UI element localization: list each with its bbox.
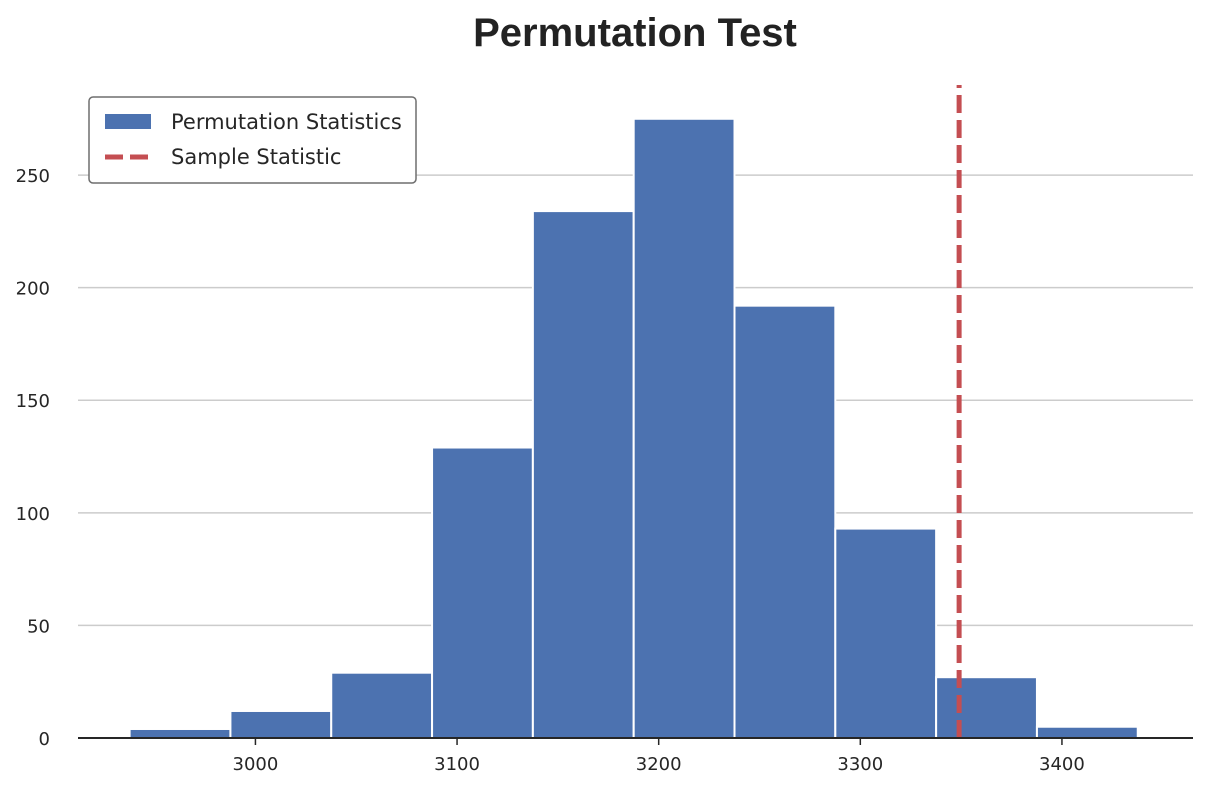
- histogram-bar: [128, 727, 232, 739]
- x-tick-label: 3200: [636, 754, 682, 775]
- x-tick-label: 3100: [434, 754, 480, 775]
- histogram-bar: [531, 210, 635, 739]
- y-tick-label: 150: [16, 391, 50, 412]
- legend-box: [88, 96, 417, 184]
- histogram-bars: [128, 117, 1139, 740]
- x-axis-ticks: 3000 3100 3200 3300 3400: [233, 738, 1085, 775]
- histogram-bar: [834, 527, 938, 739]
- y-tick-label: 250: [16, 166, 50, 187]
- legend-label-permutation: Permutation Statistics: [171, 110, 402, 134]
- y-tick-label: 200: [16, 279, 50, 300]
- y-tick-label: 100: [16, 504, 50, 525]
- histogram-bar: [1035, 725, 1139, 740]
- x-tick-label: 3400: [1039, 754, 1085, 775]
- x-tick-label: 3300: [837, 754, 883, 775]
- histogram-bar: [431, 446, 534, 739]
- y-tick-label: 50: [27, 616, 50, 637]
- histogram-bar: [330, 671, 434, 740]
- legend-label-sample: Sample Statistic: [171, 145, 341, 169]
- x-tick-label: 3000: [233, 754, 279, 775]
- histogram-bar: [733, 304, 837, 739]
- y-axis-ticks: 0 50 100 150 200 250: [16, 166, 50, 750]
- histogram-bar: [229, 709, 333, 739]
- legend: Permutation Statistics Sample Statistic: [88, 96, 417, 184]
- legend-bar-swatch: [105, 114, 151, 129]
- histogram-bar: [632, 117, 736, 739]
- chart-title: Permutation Test: [473, 11, 797, 55]
- histogram-bar: [935, 676, 1038, 739]
- y-tick-label: 0: [39, 729, 50, 750]
